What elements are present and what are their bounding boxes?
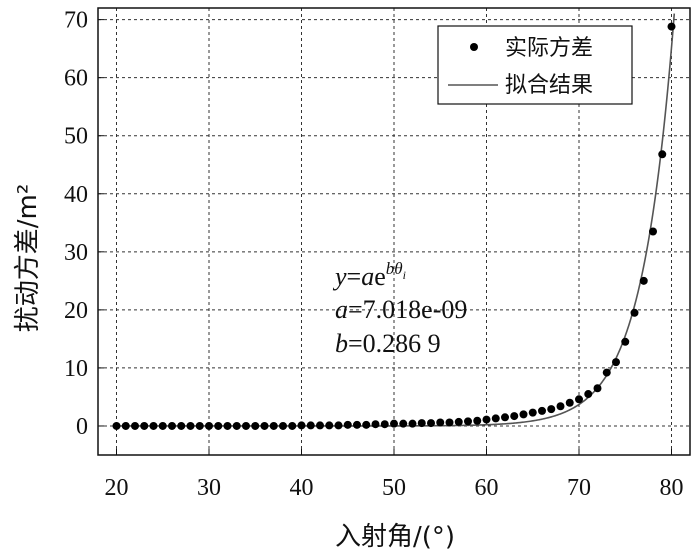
data-point	[260, 421, 269, 430]
legend: 实际方差 拟合结果	[437, 25, 633, 105]
data-point	[269, 421, 278, 430]
data-point	[417, 419, 426, 428]
data-point	[464, 417, 472, 426]
data-point	[528, 408, 537, 417]
y-tick-label: 40	[64, 182, 88, 208]
y-tick-label: 0	[76, 414, 88, 440]
data-point	[667, 22, 676, 31]
data-point	[658, 150, 667, 159]
x-tick-label: 80	[660, 475, 684, 501]
data-point	[279, 421, 287, 430]
data-point	[593, 384, 602, 393]
data-point	[482, 415, 491, 424]
data-point	[343, 420, 352, 429]
x-tick-label: 60	[475, 475, 499, 501]
data-point	[556, 402, 565, 411]
data-point	[353, 420, 361, 429]
data-point	[186, 421, 195, 430]
plot-frame	[97, 7, 691, 456]
data-point	[584, 390, 593, 399]
equation-text: y=aebθi	[332, 259, 406, 291]
data-point	[510, 412, 519, 421]
data-point	[223, 421, 232, 430]
x-tick-label: 30	[197, 475, 221, 501]
y-ticks: 0 10 20 30 40 50 60 70	[64, 8, 104, 440]
legend-marker-scatter	[470, 43, 478, 51]
data-point	[612, 358, 620, 367]
y-tick-label: 30	[64, 240, 88, 266]
data-point	[112, 421, 121, 430]
x-tick-label: 70	[567, 475, 591, 501]
data-point	[158, 421, 167, 430]
data-point	[242, 421, 250, 430]
equation-exponent: bθ	[386, 259, 403, 278]
data-point	[297, 421, 306, 430]
data-point	[140, 421, 149, 430]
data-point	[288, 421, 297, 430]
data-point	[436, 418, 445, 427]
legend-label-scatter: 实际方差	[505, 36, 593, 61]
data-point	[630, 308, 639, 317]
data-point	[334, 421, 343, 430]
legend-box	[437, 25, 633, 105]
data-point	[149, 421, 158, 430]
y-tick-label: 50	[64, 124, 88, 150]
y-tick-label: 10	[64, 356, 88, 382]
data-point	[205, 421, 213, 430]
data-point	[362, 420, 371, 429]
x-ticks: 20 30 40 50 60 70 80	[105, 449, 684, 501]
data-point	[371, 420, 380, 429]
data-point	[390, 419, 398, 428]
data-point	[602, 368, 611, 377]
legend-label-line: 拟合结果	[505, 73, 593, 98]
data-point	[621, 337, 630, 346]
data-point	[232, 421, 241, 430]
x-axis-label: 入射角/(°)	[335, 522, 455, 552]
data-point	[316, 421, 324, 430]
data-point	[408, 419, 417, 428]
param-b-text: b=0.286 9	[335, 329, 441, 358]
data-point	[195, 421, 204, 430]
data-point	[454, 417, 463, 426]
y-tick-label: 60	[64, 66, 88, 92]
x-tick-label: 40	[290, 475, 314, 501]
data-point	[399, 419, 408, 428]
data-point	[491, 414, 500, 423]
data-point	[639, 276, 648, 285]
data-point	[565, 398, 574, 407]
data-point	[501, 413, 509, 422]
data-point	[214, 421, 223, 430]
data-point	[519, 410, 528, 419]
data-point	[575, 395, 583, 404]
data-point	[131, 421, 139, 430]
data-points-group	[112, 22, 676, 430]
data-point	[473, 416, 482, 425]
data-point	[168, 421, 176, 430]
data-point	[251, 421, 260, 430]
y-tick-label: 70	[64, 8, 88, 34]
equation-annotation: y=aebθi a=7.018e-09 b=0.286 9	[332, 259, 467, 358]
x-tick-label: 20	[105, 475, 129, 501]
data-point	[427, 419, 435, 428]
data-point	[547, 405, 556, 414]
data-point	[177, 421, 186, 430]
data-point	[121, 421, 130, 430]
param-a-text: a=7.018e-09	[335, 295, 467, 324]
y-tick-label: 20	[64, 298, 88, 324]
data-point	[325, 421, 334, 430]
data-point	[445, 418, 454, 427]
data-point	[306, 421, 315, 430]
data-point	[380, 420, 389, 429]
data-point	[649, 227, 657, 236]
x-tick-label: 50	[382, 475, 406, 501]
equation-subscript: i	[403, 268, 406, 282]
data-point	[538, 406, 546, 415]
y-axis-label: 扰动方差/m²	[13, 184, 43, 333]
